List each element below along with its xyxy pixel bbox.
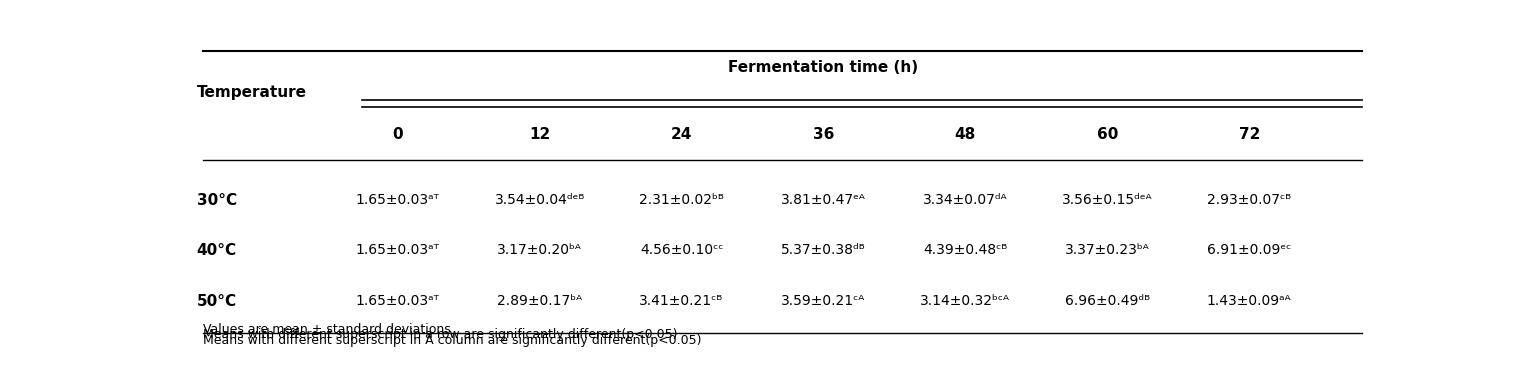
Text: 3.59±0.21ᶜᴬ: 3.59±0.21ᶜᴬ	[781, 294, 865, 308]
Text: Means with different superscript in a row are significantly different(p<0.05): Means with different superscript in a ro…	[203, 328, 678, 341]
Text: 24: 24	[671, 127, 693, 142]
Text: 3.34±0.07ᵈᴬ: 3.34±0.07ᵈᴬ	[923, 194, 1007, 208]
Text: 60: 60	[1097, 127, 1119, 142]
Text: 3.14±0.32ᵇᶜᴬ: 3.14±0.32ᵇᶜᴬ	[920, 294, 1010, 308]
Text: Values are mean ± standard deviations: Values are mean ± standard deviations	[203, 323, 450, 336]
Text: 3.56±0.15ᵈᵉᴬ: 3.56±0.15ᵈᵉᴬ	[1062, 194, 1152, 208]
Text: 6.91±0.09ᵉᶜ: 6.91±0.09ᵉᶜ	[1207, 243, 1291, 257]
Text: Fermentation time (h): Fermentation time (h)	[728, 61, 919, 75]
Text: 12: 12	[530, 127, 551, 142]
Text: Means with different superscript in A column are significantly different(p<0.05): Means with different superscript in A co…	[203, 334, 700, 347]
Text: 40°C: 40°C	[197, 243, 237, 258]
Text: 5.37±0.38ᵈᴮ: 5.37±0.38ᵈᴮ	[781, 243, 865, 257]
Text: 1.43±0.09ᵃᴬ: 1.43±0.09ᵃᴬ	[1207, 294, 1291, 308]
Text: 2.89±0.17ᵇᴬ: 2.89±0.17ᵇᴬ	[497, 294, 583, 308]
Text: 30°C: 30°C	[197, 193, 237, 208]
Text: 3.41±0.21ᶜᴮ: 3.41±0.21ᶜᴮ	[639, 294, 723, 308]
Text: 3.37±0.23ᵇᴬ: 3.37±0.23ᵇᴬ	[1065, 243, 1149, 257]
Text: 3.81±0.47ᵉᴬ: 3.81±0.47ᵉᴬ	[781, 194, 865, 208]
Text: 72: 72	[1239, 127, 1260, 142]
Text: 3.17±0.20ᵇᴬ: 3.17±0.20ᵇᴬ	[497, 243, 581, 257]
Text: 2.31±0.02ᵇᴮ: 2.31±0.02ᵇᴮ	[639, 194, 723, 208]
Text: 3.54±0.04ᵈᵉᴮ: 3.54±0.04ᵈᵉᴮ	[494, 194, 584, 208]
Text: 1.65±0.03ᵃᵀ: 1.65±0.03ᵃᵀ	[356, 194, 439, 208]
Text: 50°C: 50°C	[197, 294, 237, 309]
Text: 4.56±0.10ᶜᶜ: 4.56±0.10ᶜᶜ	[639, 243, 723, 257]
Text: 6.96±0.49ᵈᴮ: 6.96±0.49ᵈᴮ	[1065, 294, 1151, 308]
Text: 1.65±0.03ᵃᵀ: 1.65±0.03ᵃᵀ	[356, 294, 439, 308]
Text: 48: 48	[955, 127, 977, 142]
Text: Temperature: Temperature	[197, 84, 307, 100]
Text: 1.65±0.03ᵃᵀ: 1.65±0.03ᵃᵀ	[356, 243, 439, 257]
Text: 4.39±0.48ᶜᴮ: 4.39±0.48ᶜᴮ	[923, 243, 1007, 257]
Text: 2.93±0.07ᶜᴮ: 2.93±0.07ᶜᴮ	[1207, 194, 1291, 208]
Text: 0: 0	[392, 127, 403, 142]
Text: 36: 36	[813, 127, 835, 142]
